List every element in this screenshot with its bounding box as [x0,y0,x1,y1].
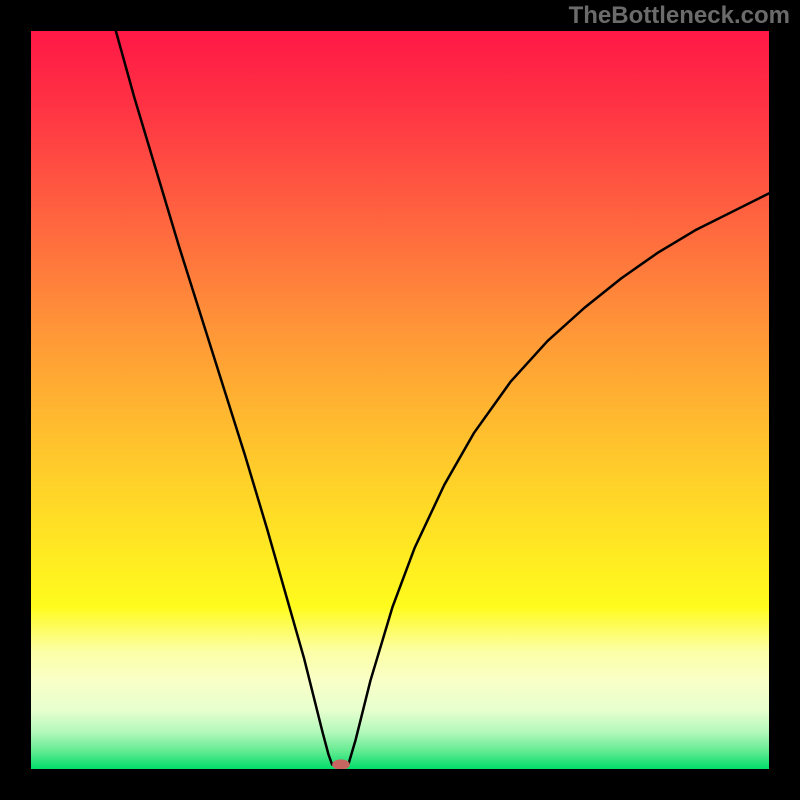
chart-root: TheBottleneck.com [0,0,800,800]
plot-area [31,31,769,769]
optimum-marker [31,31,769,769]
watermark-text: TheBottleneck.com [569,2,790,30]
